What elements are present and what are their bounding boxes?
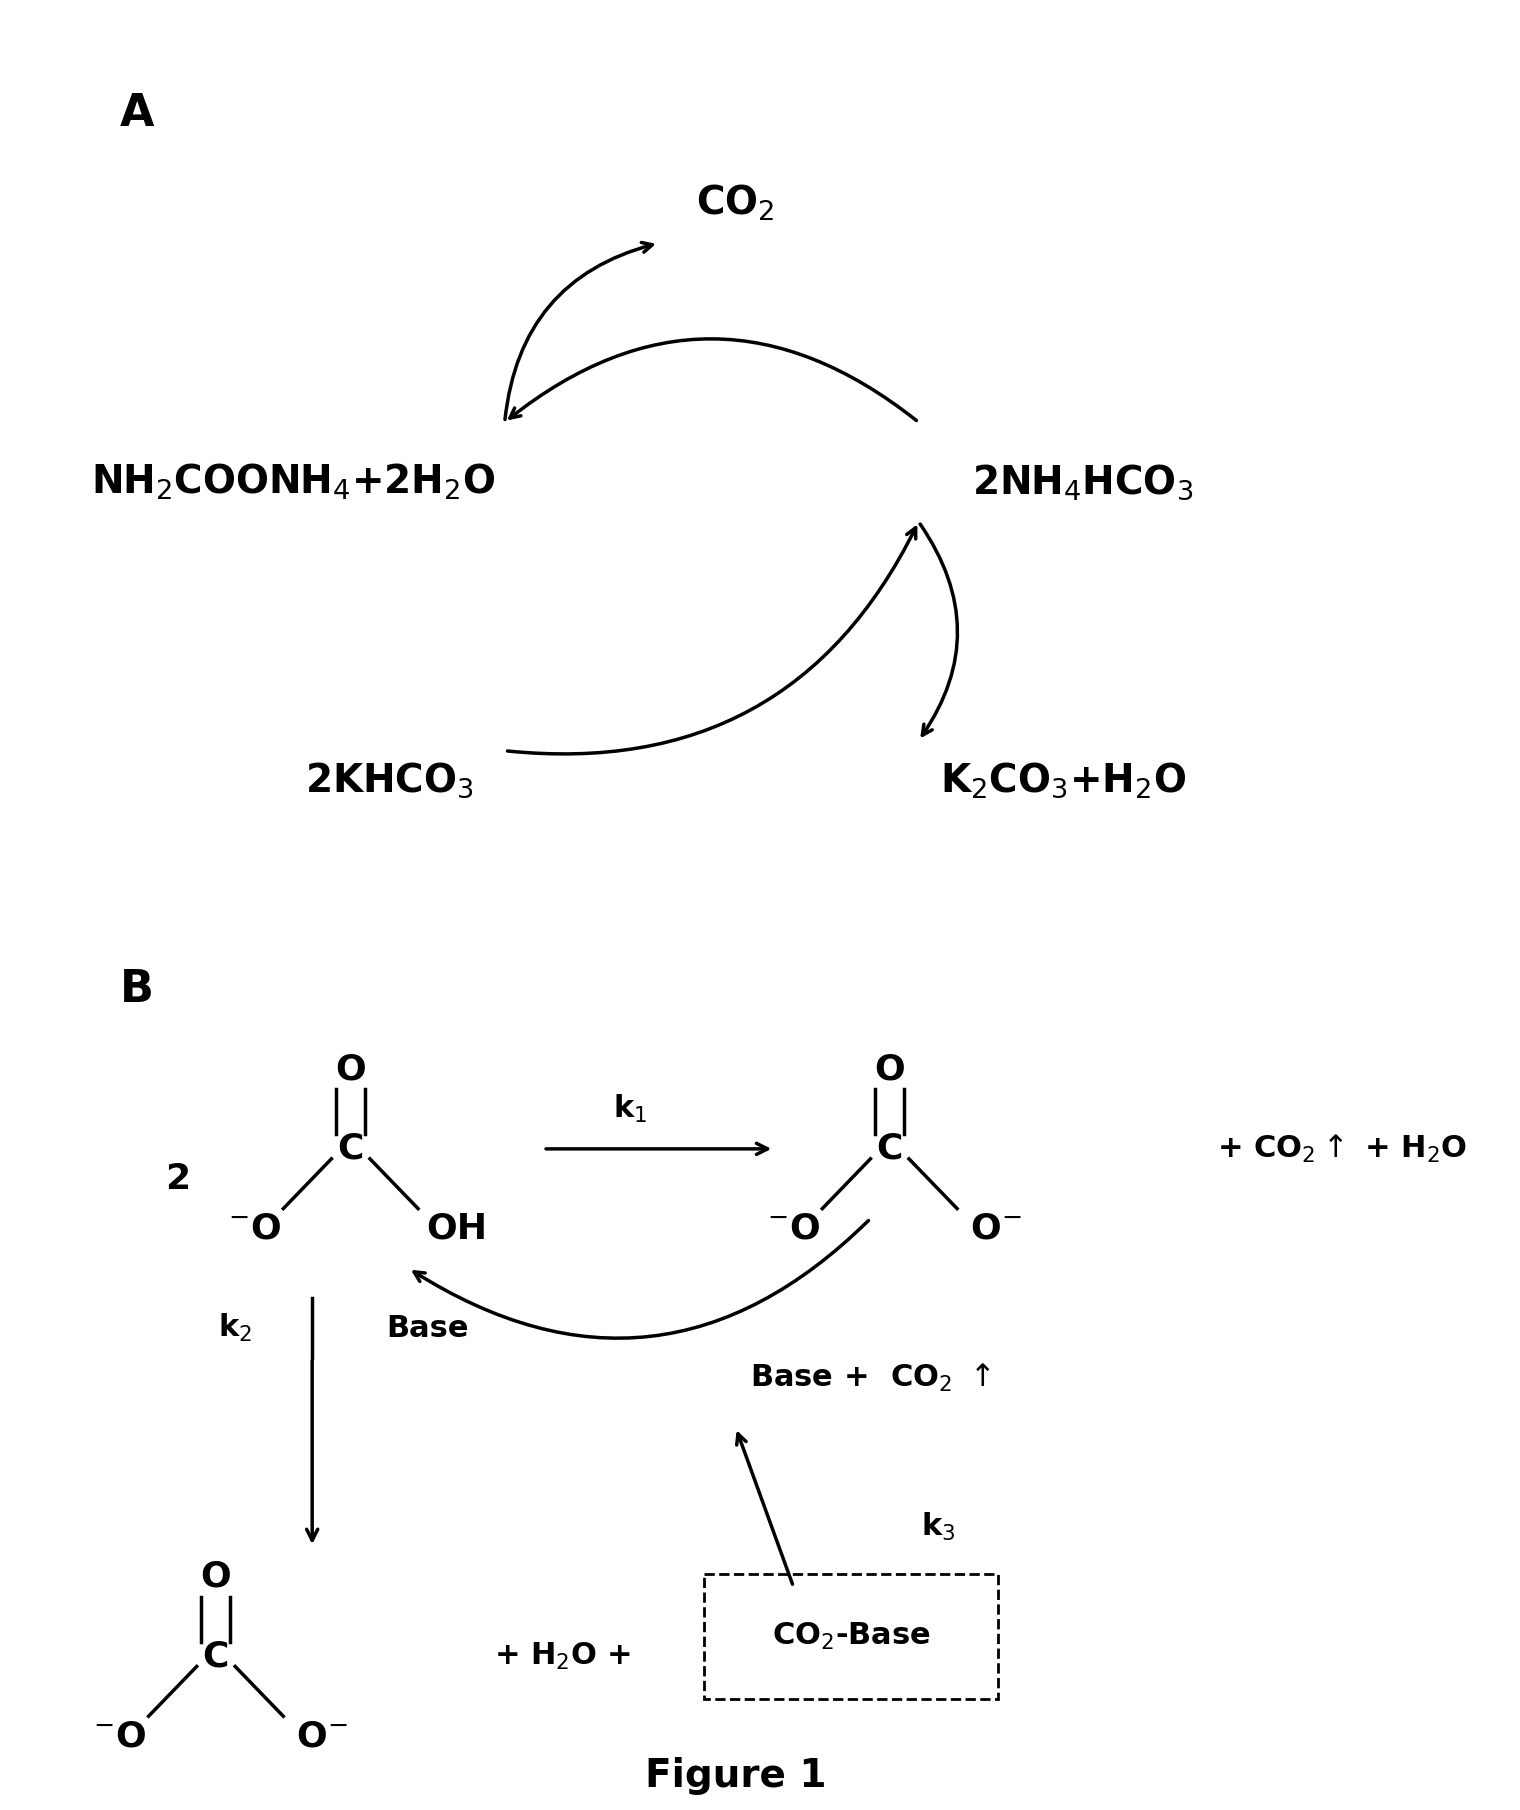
Text: Base: Base [386, 1314, 470, 1343]
Text: O$^{-}$: O$^{-}$ [296, 1720, 348, 1754]
Text: k$_2$: k$_2$ [219, 1312, 252, 1345]
Text: O: O [874, 1052, 904, 1086]
Text: + H$_2$O +: + H$_2$O + [494, 1642, 631, 1672]
Text: + CO$_2$$\uparrow$ + H$_2$O: + CO$_2$$\uparrow$ + H$_2$O [1218, 1133, 1467, 1166]
Text: O: O [201, 1560, 231, 1595]
Text: CO$_2$-Base: CO$_2$-Base [772, 1622, 930, 1653]
Text: C: C [202, 1640, 230, 1674]
Text: A: A [120, 92, 154, 136]
Text: 2NH$_4$HCO$_3$: 2NH$_4$HCO$_3$ [971, 462, 1193, 501]
Text: k$_1$: k$_1$ [613, 1093, 648, 1126]
Text: CO$_2$: CO$_2$ [696, 183, 775, 223]
Text: k$_3$: k$_3$ [921, 1511, 955, 1544]
Text: Base +  CO$_2$ $\uparrow$: Base + CO$_2$ $\uparrow$ [749, 1361, 991, 1394]
Text: $^{-}$O: $^{-}$O [766, 1211, 821, 1245]
Text: $^{-}$O: $^{-}$O [228, 1211, 281, 1245]
Text: NH$_2$COONH$_4$+2H$_2$O: NH$_2$COONH$_4$+2H$_2$O [91, 462, 496, 501]
Text: O: O [336, 1052, 366, 1086]
Text: Figure 1: Figure 1 [644, 1758, 827, 1796]
Text: 2: 2 [164, 1162, 190, 1196]
Text: B: B [120, 968, 154, 1012]
FancyBboxPatch shape [704, 1575, 999, 1700]
Text: O$^{-}$: O$^{-}$ [970, 1211, 1021, 1245]
Text: C: C [877, 1131, 903, 1166]
Text: 2KHCO$_3$: 2KHCO$_3$ [306, 760, 474, 800]
Text: K$_2$CO$_3$+H$_2$O: K$_2$CO$_3$+H$_2$O [939, 760, 1186, 800]
Text: OH: OH [426, 1211, 486, 1245]
Text: C: C [337, 1131, 363, 1166]
Text: $^{-}$O: $^{-}$O [93, 1720, 146, 1754]
